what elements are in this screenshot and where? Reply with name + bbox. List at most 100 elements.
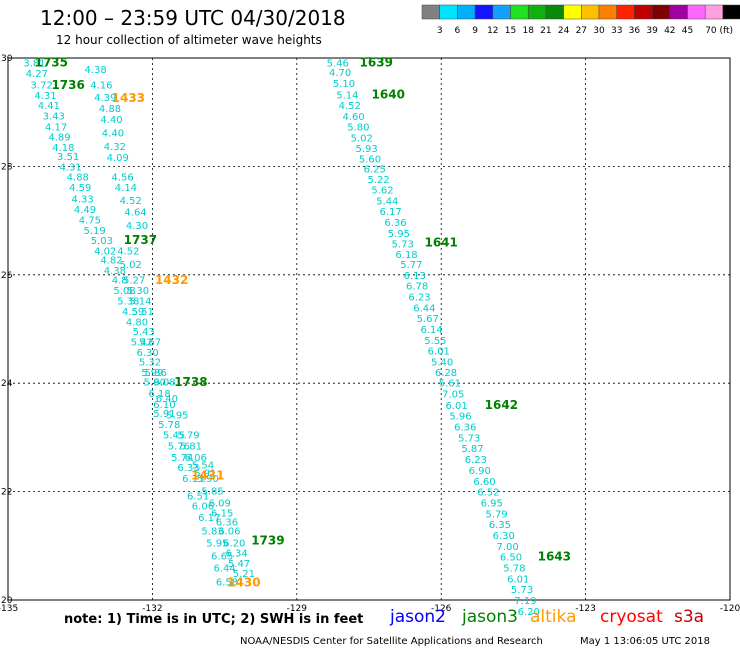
wave-height-value: 6.51 (187, 491, 209, 502)
wave-height-value: 6.58 (216, 578, 238, 589)
wave-height-value: 5.87 (461, 444, 483, 455)
wave-height-value: 5.73 (458, 433, 480, 444)
wave-height-value: 5.73 (511, 585, 533, 596)
lat-tick-label: 20 (1, 596, 13, 606)
wave-height-value: 6.01 (445, 401, 467, 412)
legend-altika: altika (530, 607, 577, 627)
scale-tick-label: 70 (ft) (705, 26, 733, 36)
wave-height-value: 6.18 (395, 250, 417, 261)
lon-tick-label: -120 (720, 604, 740, 614)
wave-height-value: 6.17 (380, 207, 402, 218)
wave-height-value: 6.06 (218, 527, 240, 538)
wave-height-value: 5.90 (144, 378, 166, 389)
wave-height-value: 5.36 (145, 368, 167, 379)
lat-tick-label: 26 (1, 271, 13, 281)
scale-tick-label: 45 (682, 26, 693, 36)
pass-time-label: 1736 (51, 78, 84, 92)
wave-height-value: 5.93 (355, 144, 377, 155)
wave-height-value: 6.23 (465, 455, 487, 466)
wave-height-value: 6.95 (481, 498, 503, 509)
wave-height-value: 4.39 (94, 93, 116, 104)
wave-height-value: 6.28 (435, 368, 457, 379)
pass-time-label: 1639 (360, 55, 393, 69)
wave-height-value: 6.06 (192, 502, 214, 513)
wave-height-value: 5.90 (197, 474, 219, 485)
wave-height-value: 6.06 (185, 453, 207, 464)
wave-height-value: 7.00 (496, 542, 518, 553)
map-frame (7, 57, 731, 601)
pass-time-label: 1739 (251, 533, 284, 547)
wave-height-value: 5.95 (388, 229, 410, 240)
scale-tick-label: 18 (522, 26, 534, 36)
wave-height-value: 4.16 (90, 81, 112, 92)
wave-height-value: 6.25 (364, 165, 386, 176)
wave-height-value: 5.02 (120, 260, 142, 271)
pass-time-label: 1431 (191, 468, 224, 482)
wave-height-value: 6.10 (153, 400, 175, 411)
wave-height-value: 6.44 (413, 303, 435, 314)
note-text: note: 1) Time is in UTC; 2) SWH is in fe… (64, 612, 364, 627)
lon-tick-label: -123 (575, 604, 595, 614)
wave-height-value: 6.13 (182, 474, 204, 485)
wave-height-value: 5.76 (168, 442, 190, 453)
wave-height-value: 6.40 (156, 394, 178, 405)
pass-time-label: 1430 (227, 576, 260, 590)
wave-height-value: 4.52 (120, 196, 142, 207)
wave-height-value: 4.31 (59, 162, 81, 173)
wave-height-value: 6.20 (518, 607, 540, 618)
wave-height-value: 4.59 (69, 183, 91, 194)
wave-height-value: 5.96 (449, 412, 471, 423)
wave-height-value: 7.19 (514, 596, 536, 607)
wave-height-value: 5.95 (166, 411, 188, 422)
wave-height-value: 5.54 (192, 461, 214, 472)
wave-height-value: 5.47 (228, 559, 250, 570)
wave-height-value: 6.01 (507, 574, 529, 585)
wave-height-value: 4.52 (117, 246, 139, 257)
scale-tick-label: 30 (593, 26, 605, 36)
wave-height-value: 4.52 (339, 101, 361, 112)
wave-height-value: 3.51 (57, 152, 79, 163)
wave-height-value: 6.60 (473, 477, 495, 488)
pass-time-label: 1433 (112, 91, 145, 105)
wave-height-value: 4.38 (104, 266, 126, 277)
lon-tick-label: -135 (0, 604, 18, 614)
wave-height-value: 5.44 (376, 197, 398, 208)
scale-tick-label: 9 (472, 26, 478, 36)
wave-height-value: 4.88 (99, 104, 121, 115)
wave-height-value: 5.43 (133, 327, 155, 338)
wave-height-value: 4.27 (26, 69, 48, 80)
pass-time-label: 1643 (538, 550, 571, 564)
wave-height-value: 4.75 (79, 216, 101, 227)
wave-height-value: 6.44 (213, 563, 235, 574)
wave-height-value: 4.8 (112, 276, 128, 287)
lat-tick-label: 28 (1, 162, 13, 172)
wave-height-value: 4.60 (342, 112, 364, 123)
wave-height-value: 5.02 (351, 134, 373, 145)
wave-height-value: 5.30 (127, 286, 149, 297)
scale-tick-label: 12 (487, 26, 498, 36)
wave-height-value: 4.14 (115, 183, 137, 194)
wave-height-value: 5.60 (359, 154, 381, 165)
wave-height-value: 3.72 (31, 81, 53, 92)
wave-height-value: 5.67 (417, 314, 439, 325)
scale-swatch (722, 4, 740, 20)
legend-cryosat: cryosat (600, 607, 663, 627)
wave-height-value: 4.40 (102, 128, 124, 139)
wave-height-value: 5.85 (201, 487, 223, 498)
wave-height-value: 6.23 (408, 292, 430, 303)
wave-height-value: 5.42 (131, 337, 153, 348)
map-subtitle: 12 hour collection of altimeter wave hei… (56, 33, 322, 47)
wave-height-value: 6.78 (406, 282, 428, 293)
lat-tick-label: 24 (1, 379, 13, 389)
wave-height-value: 3.43 (43, 111, 65, 122)
wave-height-value: 6.13 (404, 271, 426, 282)
wave-height-value: 5.61 (439, 379, 461, 390)
wave-height-value: 4.33 (71, 194, 93, 205)
pass-time-label: 1735 (35, 55, 68, 69)
wave-height-value: 6.18 (148, 389, 170, 400)
wave-height-value: 6.14 (420, 325, 442, 336)
wave-height-value: 6.30 (136, 348, 158, 359)
lon-tick-label: -129 (287, 604, 308, 614)
scale-tick-label: 36 (629, 26, 641, 36)
lat-tick-label: 22 (1, 488, 12, 498)
